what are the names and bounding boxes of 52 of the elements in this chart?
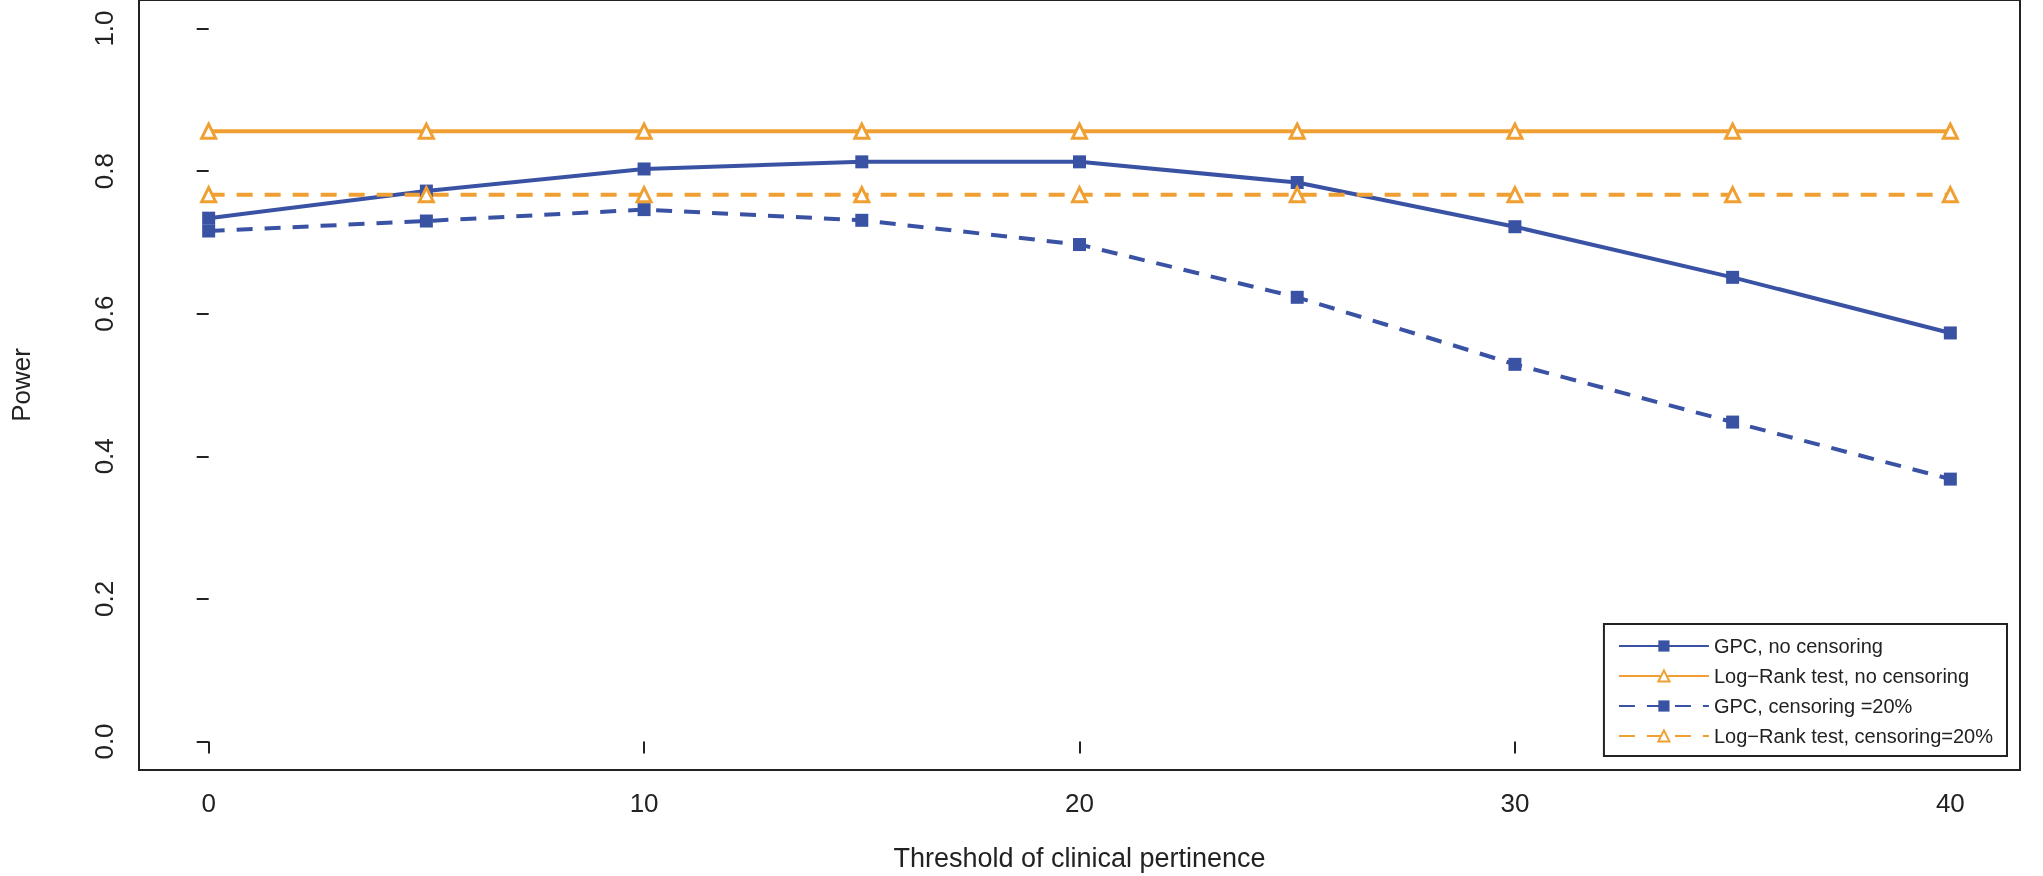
point (1941, 120, 1960, 140)
point (202, 224, 216, 238)
point (637, 203, 651, 217)
point (1290, 290, 1304, 304)
y-tick-label: 0.0 (89, 723, 119, 760)
y-tick-label: 0.8 (89, 153, 119, 190)
x-tick-label: 0 (201, 788, 216, 818)
y-tick-label: 0.4 (89, 438, 119, 475)
point (852, 120, 872, 140)
point (1070, 120, 1089, 140)
y-axis-title: Power (6, 347, 36, 422)
point (635, 186, 653, 204)
point (1943, 326, 1957, 340)
point (853, 186, 871, 204)
point (1288, 186, 1306, 204)
point (1287, 120, 1307, 140)
point (637, 162, 651, 176)
point (1073, 155, 1086, 169)
point (1724, 186, 1742, 204)
point (1508, 220, 1522, 234)
point (202, 211, 216, 225)
legend-label: GPC, no censoring (1713, 635, 1883, 657)
point (1726, 415, 1740, 429)
point (855, 155, 869, 169)
y-tick-label: 0.6 (89, 295, 119, 332)
x-axis-title: Threshold of clinical pertinence (893, 842, 1266, 873)
legend-label: Log−Rank test, censoring=20% (1713, 725, 1994, 747)
point (1508, 357, 1522, 371)
point (1505, 120, 1525, 140)
point (1071, 186, 1088, 204)
point (199, 120, 218, 140)
point (1943, 472, 1957, 486)
x-tick-label: 20 (1065, 788, 1094, 818)
point (1941, 186, 1959, 204)
x-tick-label: 10 (629, 788, 659, 818)
legend-label: GPC, censoring =20% (1713, 695, 1913, 717)
legend-label: Log−Rank test, no censoring (1713, 665, 1970, 687)
point (417, 186, 435, 204)
x-tick-label: 40 (1935, 788, 1965, 818)
point (855, 213, 869, 227)
y-tick-label: 0.2 (89, 580, 119, 617)
point (1723, 120, 1742, 140)
point (1726, 270, 1740, 284)
point (200, 186, 218, 204)
point (634, 120, 654, 140)
x-tick-label: 30 (1500, 788, 1530, 818)
point (419, 214, 433, 228)
point (417, 120, 436, 140)
point (1506, 186, 1524, 204)
point (1290, 176, 1304, 190)
point (1073, 238, 1086, 252)
y-tick-label: 1.0 (89, 10, 119, 47)
